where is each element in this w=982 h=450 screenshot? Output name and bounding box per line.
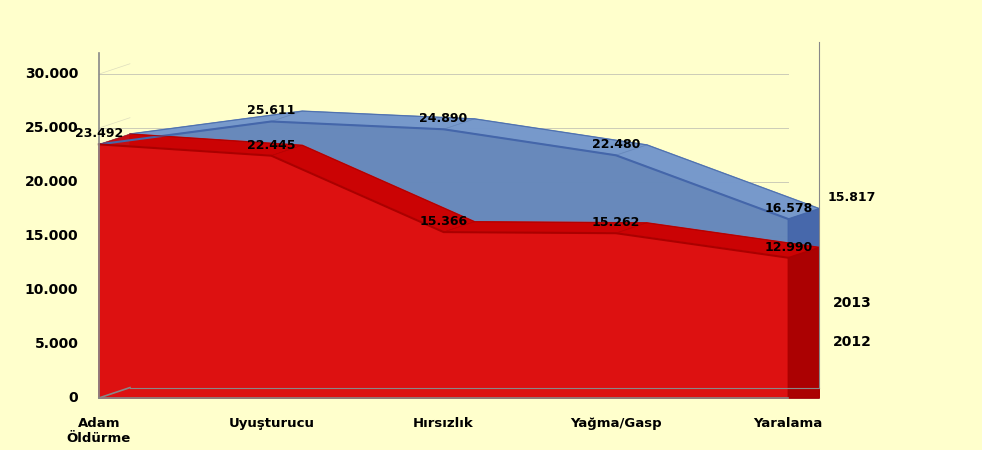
Text: 12.990: 12.990 [764,241,812,254]
Text: Uyuşturucu: Uyuşturucu [228,417,314,430]
Text: 0: 0 [69,391,79,405]
Text: 15.817: 15.817 [828,192,876,204]
Text: Yağma/Gasp: Yağma/Gasp [571,417,662,430]
Polygon shape [616,223,819,258]
Text: 16.578: 16.578 [764,202,812,215]
Polygon shape [616,145,819,219]
Text: 2013: 2013 [833,296,872,310]
Polygon shape [271,145,474,232]
Text: 25.000: 25.000 [25,121,79,135]
Polygon shape [99,111,302,144]
Text: 2012: 2012 [833,335,872,349]
Polygon shape [130,134,819,398]
Polygon shape [99,134,302,156]
Text: 22.480: 22.480 [592,138,640,151]
Text: 5.000: 5.000 [34,337,79,351]
Text: 22.445: 22.445 [247,139,296,152]
Text: 15.000: 15.000 [25,229,79,243]
Text: 24.890: 24.890 [419,112,467,125]
Text: 10.000: 10.000 [25,283,79,297]
Text: 15.366: 15.366 [419,215,467,228]
Polygon shape [789,248,819,398]
Text: 30.000: 30.000 [25,67,79,81]
Text: 20.000: 20.000 [25,175,79,189]
Polygon shape [99,122,789,398]
Polygon shape [444,222,647,233]
Text: Adam
Öldürme: Adam Öldürme [67,417,131,445]
Text: Hırsızlık: Hırsızlık [413,417,474,430]
Polygon shape [130,111,819,398]
Text: 15.262: 15.262 [592,216,640,229]
Polygon shape [789,209,819,398]
Polygon shape [99,144,789,398]
Text: 25.611: 25.611 [247,104,296,117]
Polygon shape [271,111,474,129]
Polygon shape [444,119,647,155]
Text: Yaralama: Yaralama [753,417,823,430]
Text: 23.492: 23.492 [75,127,123,140]
